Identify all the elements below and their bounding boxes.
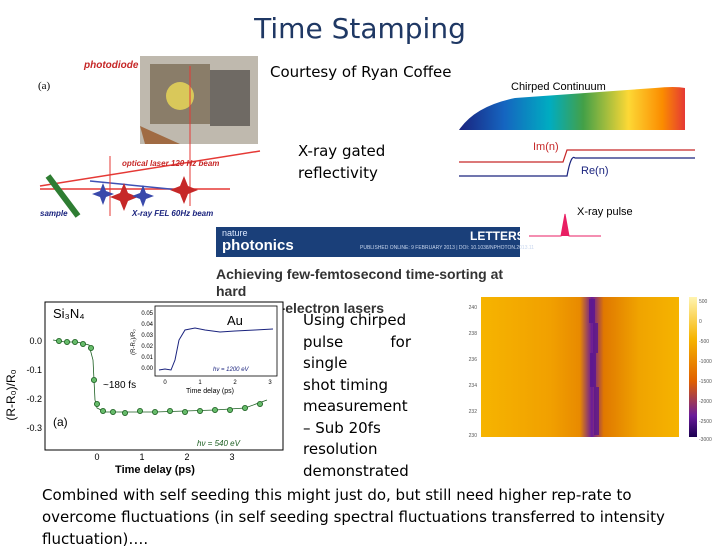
note-line: shot timing xyxy=(303,375,389,394)
colorbar-tick: -2000 xyxy=(699,399,712,405)
reflectivity-data-curve xyxy=(52,338,268,417)
inset-y-tick: 0.01 xyxy=(141,355,153,361)
paper-title-line: Achieving few-femtosecond time-sorting a… xyxy=(216,266,504,299)
journal-pub-line: PUBLISHED ONLINE: 9 FEBRUARY 2013 | DOI:… xyxy=(360,245,535,251)
setup-figure: (a) photodiode optical laser 120 Hz beam… xyxy=(38,56,261,218)
sample-plate xyxy=(45,174,81,218)
y-tick-label: -0.3 xyxy=(26,423,42,433)
inset-material-label: Au xyxy=(227,313,243,328)
optical-laser-label: optical laser 120 Hz beam xyxy=(122,159,219,168)
inset-x-tick: 2 xyxy=(233,380,237,386)
inset-y-tick: 0.03 xyxy=(141,333,153,339)
inset-y-tick: 0.05 xyxy=(141,311,153,317)
colorbar-tick: -1500 xyxy=(699,379,712,385)
sample-label: sample xyxy=(40,209,68,218)
inset-x-tick: 3 xyxy=(268,380,272,386)
heatmap-colorbar xyxy=(689,297,697,437)
heatmap-y-tick: 240 xyxy=(469,305,478,311)
setup-panel-label: (a) xyxy=(38,80,51,92)
inset-energy-label: hν = 1200 eV xyxy=(213,367,250,373)
journal-section: LETTERS xyxy=(470,229,525,243)
y-tick-label: 0.0 xyxy=(29,336,42,346)
re-n-label: Re(n) xyxy=(581,165,609,177)
xray-pulse-shape xyxy=(529,213,601,237)
colorbar-tick: -500 xyxy=(699,339,709,345)
x-tick-label: 3 xyxy=(229,452,234,462)
inset-data-curve xyxy=(158,327,274,371)
drop-time-label: ~180 fs xyxy=(103,380,136,391)
xray-pulse-label: X-ray pulse xyxy=(577,206,633,218)
inset-x-axis-label: Time delay (ps) xyxy=(186,388,234,395)
journal-banner xyxy=(216,227,520,257)
heatmap-y-tick: 236 xyxy=(469,357,478,363)
panel-label: (a) xyxy=(53,415,68,429)
inset-x-tick: 1 xyxy=(198,380,202,386)
journal-logo: photonics xyxy=(222,237,294,254)
chirped-continuum-shape xyxy=(459,87,685,130)
y-tick-label: -0.2 xyxy=(26,394,42,404)
inset-y-tick: 0.04 xyxy=(141,322,153,328)
im-n-curve xyxy=(459,149,695,163)
note-line: Using chirped xyxy=(303,311,407,329)
colorbar-tick: -2500 xyxy=(699,419,712,425)
re-n-curve xyxy=(459,156,695,177)
timing-heatmap: 240 238 236 234 232 230 500 0 -500 -1000… xyxy=(469,297,712,443)
material-label: Si₃N₄ xyxy=(53,306,85,321)
chirped-pulse-note: Using chirped pulse for single shot timi… xyxy=(303,310,411,482)
note-line: resolution xyxy=(303,440,378,458)
xray-gated-line: reflectivity xyxy=(298,164,378,182)
inset-y-tick: 0.02 xyxy=(141,344,153,350)
colorbar-tick: -3000 xyxy=(699,437,712,443)
heatmap-y-tick: 238 xyxy=(469,331,478,337)
x-tick-label: 2 xyxy=(184,452,189,462)
y-axis-label: (R-R₀)/R₀ xyxy=(5,369,18,420)
note-line: – Sub 20fs xyxy=(303,418,381,437)
courtesy-text: Courtesy of Ryan Coffee xyxy=(270,63,452,81)
note-line: pulse for single xyxy=(303,332,411,373)
xray-gated-text: X-ray gated reflectivity xyxy=(298,140,385,184)
colorbar-tick: 500 xyxy=(699,299,708,305)
heatmap-y-tick: 232 xyxy=(469,409,478,415)
heatmap-y-tick: 234 xyxy=(469,383,478,389)
y-tick-label: -0.1 xyxy=(26,365,42,375)
xray-gated-line: X-ray gated xyxy=(298,142,386,160)
optical-laser-beam xyxy=(39,150,261,187)
x-tick-label: 1 xyxy=(139,452,144,462)
x-tick-label: 0 xyxy=(94,452,99,462)
xray-fel-label: X-ray FEL 60Hz beam xyxy=(131,209,213,218)
slide-title: Time Stamping xyxy=(254,12,466,45)
spectrum-figure: Chirped Continuum Im(n) Re(n) X-ray puls… xyxy=(459,81,695,237)
chirped-continuum-label: Chirped Continuum xyxy=(511,81,606,93)
inset-y-tick: 0.00 xyxy=(141,366,153,372)
journal-logo-small: nature xyxy=(222,228,248,238)
reflectivity-plot: (R-R₀)/R₀ 0.0 -0.1 -0.2 -0.3 0 1 2 3 Tim… xyxy=(5,301,284,476)
photodiode-label: photodiode xyxy=(83,60,139,71)
bottom-note: Combined with self seeding this might ju… xyxy=(42,486,665,548)
x-axis-label: Time delay (ps) xyxy=(115,464,195,476)
inset-plot xyxy=(154,305,278,377)
colorbar-tick: -1000 xyxy=(699,359,712,365)
energy-label: hν = 540 eV xyxy=(197,439,241,448)
note-line: measurement xyxy=(303,397,408,415)
inset-y-axis-label: (R-R₀)/R₀ xyxy=(131,329,137,355)
heatmap-y-tick: 230 xyxy=(469,433,478,439)
note-line: demonstrated xyxy=(303,461,409,480)
heatmap-image xyxy=(481,297,679,437)
im-n-label: Im(n) xyxy=(533,141,559,153)
inset-x-tick: 0 xyxy=(163,380,167,386)
colorbar-tick: 0 xyxy=(699,319,702,325)
